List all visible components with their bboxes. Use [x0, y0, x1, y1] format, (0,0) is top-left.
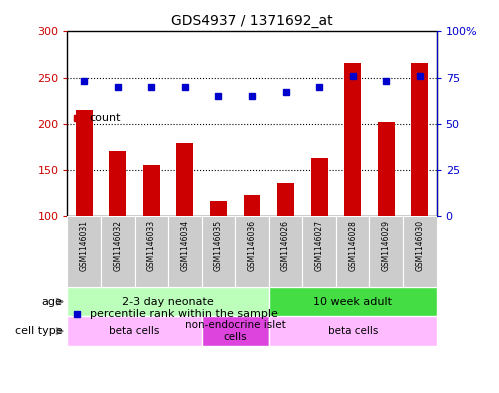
Text: beta cells: beta cells: [327, 326, 378, 336]
Bar: [277, 183, 294, 216]
Text: 2-3 day neonate: 2-3 day neonate: [122, 297, 214, 307]
Bar: [202, 216, 235, 287]
Text: beta cells: beta cells: [109, 326, 160, 336]
Text: cell type: cell type: [15, 326, 62, 336]
Title: GDS4937 / 1371692_at: GDS4937 / 1371692_at: [171, 14, 333, 28]
Text: percentile rank within the sample: percentile rank within the sample: [90, 309, 278, 320]
Bar: [269, 316, 437, 346]
Text: GSM1146028: GSM1146028: [348, 220, 357, 270]
Text: GSM1146035: GSM1146035: [214, 220, 223, 271]
Text: GSM1146026: GSM1146026: [281, 220, 290, 271]
Bar: [369, 216, 403, 287]
Bar: [177, 143, 193, 216]
Bar: [67, 287, 269, 316]
Bar: [336, 216, 369, 287]
Text: age: age: [41, 297, 62, 307]
Bar: [109, 151, 126, 216]
Bar: [311, 158, 327, 216]
Bar: [412, 63, 428, 216]
Bar: [344, 63, 361, 216]
Bar: [101, 216, 135, 287]
Bar: [67, 216, 101, 287]
Bar: [403, 216, 437, 287]
Text: GSM1146029: GSM1146029: [382, 220, 391, 271]
Bar: [67, 31, 437, 216]
Text: GSM1146033: GSM1146033: [147, 220, 156, 271]
Bar: [76, 110, 92, 216]
Text: count: count: [90, 113, 121, 123]
Bar: [378, 122, 395, 216]
Bar: [269, 287, 437, 316]
Bar: [210, 201, 227, 216]
Bar: [244, 195, 260, 216]
Text: GSM1146031: GSM1146031: [80, 220, 89, 271]
Bar: [67, 316, 202, 346]
Text: non-endocrine islet
cells: non-endocrine islet cells: [185, 320, 285, 342]
Text: 10 week adult: 10 week adult: [313, 297, 392, 307]
Bar: [235, 216, 269, 287]
Text: GSM1146032: GSM1146032: [113, 220, 122, 271]
Text: GSM1146030: GSM1146030: [415, 220, 424, 271]
Bar: [302, 216, 336, 287]
Text: GSM1146036: GSM1146036: [248, 220, 256, 271]
Bar: [143, 165, 160, 216]
Bar: [202, 316, 269, 346]
Bar: [135, 216, 168, 287]
Text: GSM1146034: GSM1146034: [180, 220, 189, 271]
Text: GSM1146027: GSM1146027: [315, 220, 324, 271]
Bar: [168, 216, 202, 287]
Bar: [269, 216, 302, 287]
